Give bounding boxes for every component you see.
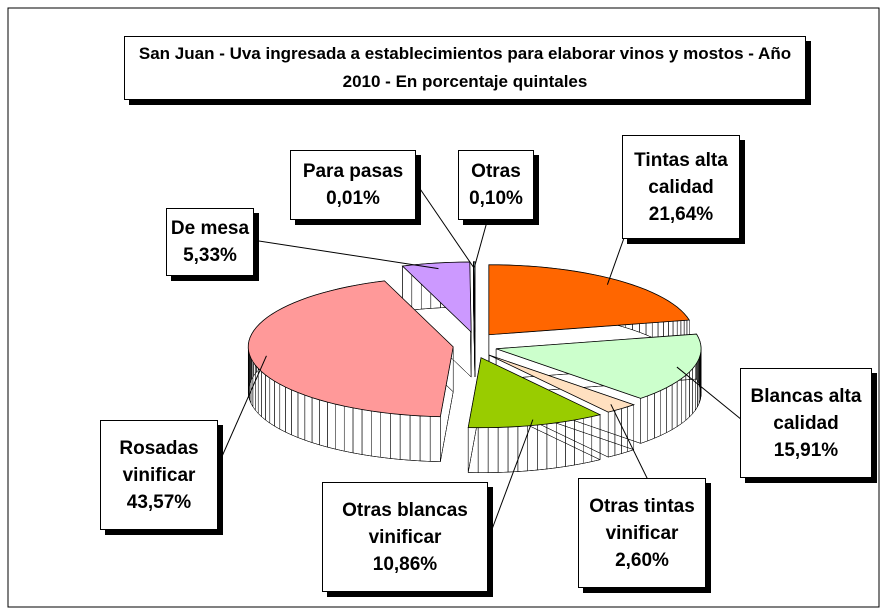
- leader-line: [251, 239, 439, 270]
- slice: [488, 264, 690, 336]
- data-label: Tintas alta calidad 21,64%: [622, 135, 740, 239]
- slice-side: [473, 261, 476, 378]
- leader-line: [487, 419, 534, 541]
- slice: [247, 280, 454, 418]
- label-value: 5,33%: [183, 245, 237, 266]
- title-text: San Juan - Uva ingresada a establecimien…: [138, 44, 792, 91]
- slice: [467, 357, 602, 429]
- data-label: Para pasas 0,01%: [290, 150, 416, 220]
- data-label: De mesa 5,33%: [166, 208, 254, 276]
- leader-line: [676, 366, 743, 421]
- data-label: Otras blancas vinificar 10,86%: [322, 482, 488, 592]
- label-value: 0,10%: [469, 188, 523, 209]
- data-label: Otras tintas vinificar 2,60%: [578, 478, 706, 588]
- data-label: Rosadas vinificar 43,57%: [100, 420, 218, 530]
- label-value: 21,64%: [648, 203, 714, 225]
- label-value: 0,01%: [326, 188, 380, 209]
- label-value: 2,60%: [615, 549, 669, 571]
- label-name: Rosadas vinificar: [119, 437, 199, 486]
- label-value: 15,91%: [773, 439, 839, 461]
- label-name: Otras: [471, 161, 521, 182]
- label-name: Para pasas: [302, 161, 404, 182]
- leader-line: [610, 404, 649, 481]
- label-name: Tintas alta calidad: [634, 149, 728, 198]
- label-name: De mesa: [170, 218, 250, 239]
- leader-line: [215, 355, 267, 471]
- slice: [473, 261, 476, 332]
- chart-title: San Juan - Uva ingresada a establecimien…: [124, 36, 806, 100]
- chart-frame: [7, 7, 880, 608]
- label-name: Blancas alta calidad: [750, 385, 862, 434]
- data-label: Blancas alta calidad 15,91%: [740, 368, 872, 478]
- slice: [489, 354, 636, 413]
- leader-line: [473, 217, 489, 268]
- slice: [495, 333, 702, 399]
- label-value: 43,57%: [126, 491, 192, 513]
- slice: [401, 261, 472, 333]
- leader-line: [606, 237, 625, 285]
- label-name: Otras tintas vinificar: [589, 495, 695, 544]
- label-name: Otras blancas vinificar: [342, 499, 468, 548]
- data-label: Otras 0,10%: [458, 150, 534, 220]
- label-value: 10,86%: [372, 553, 438, 575]
- leader-line: [413, 179, 475, 268]
